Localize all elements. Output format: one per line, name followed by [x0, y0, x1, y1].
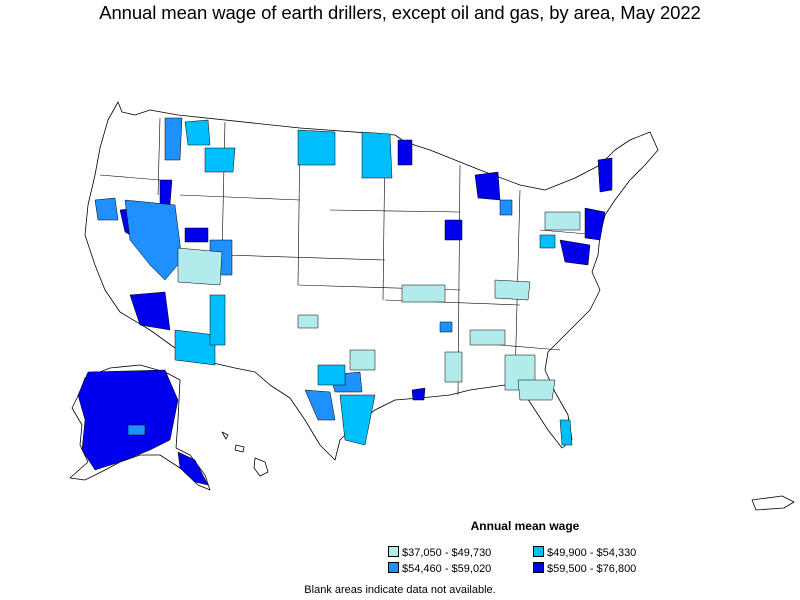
region-west-texas	[304, 389, 336, 421]
region-texas-coast	[339, 394, 376, 446]
legend-label: $59,500 - $76,800	[547, 563, 637, 575]
region-montana-east	[204, 147, 236, 173]
region-nevada	[124, 199, 183, 281]
region-louisiana	[411, 387, 426, 401]
region-alaska-main	[77, 369, 179, 471]
region-texas-central	[317, 364, 346, 386]
region-arizona	[129, 291, 171, 331]
legend-item-tier-1: $37,050 - $49,730	[388, 546, 491, 559]
legend-item-tier-4: $59,500 - $76,800	[533, 562, 636, 575]
region-florida-north	[517, 379, 556, 401]
legend-label: $37,050 - $49,730	[402, 547, 492, 559]
region-florida	[559, 419, 573, 446]
region-colorado	[184, 227, 209, 243]
region-idaho	[159, 179, 173, 206]
region-new-england	[597, 157, 613, 193]
region-michigan	[474, 171, 501, 201]
puerto-rico-outline	[751, 495, 795, 511]
region-tennessee	[439, 321, 453, 333]
region-california-north	[94, 197, 119, 221]
region-north-dakota	[297, 129, 336, 166]
alaska-outline	[69, 364, 211, 491]
region-northeast	[584, 207, 606, 241]
region-oklahoma	[297, 314, 319, 329]
region-alaska-panhandle	[177, 451, 209, 486]
legend-item-tier-2: $49,900 - $54,330	[533, 546, 636, 559]
legend-swatch	[533, 562, 544, 573]
region-oregon	[164, 117, 183, 161]
region-new-mexico	[174, 329, 216, 366]
region-kentucky	[494, 279, 531, 301]
region-tennessee-east	[469, 329, 506, 346]
region-montana	[397, 139, 413, 166]
region-utah-west	[177, 247, 223, 286]
region-minnesota	[361, 131, 393, 179]
region-alaska-south	[127, 424, 146, 436]
region-northeast-2	[539, 234, 556, 249]
legend-swatch	[388, 562, 399, 573]
footnote: Blank areas indicate data not available.	[304, 584, 496, 596]
legend-label: $49,900 - $54,330	[547, 547, 637, 559]
region-ohio	[499, 199, 513, 216]
legend-label: $54,460 - $59,020	[402, 563, 492, 575]
legend-title: Annual mean wage	[470, 519, 580, 533]
region-texas-east	[349, 349, 376, 371]
wage-tier-2-areas	[174, 119, 573, 446]
region-kansas	[401, 284, 446, 303]
region-pennsylvania	[544, 211, 581, 231]
legend-swatch	[388, 546, 399, 557]
wage-tier-1-areas	[177, 211, 581, 401]
region-washington	[184, 119, 211, 146]
region-mid-atlantic	[559, 239, 591, 266]
region-mississippi	[444, 351, 463, 383]
wage-tier-4-areas	[77, 139, 613, 486]
legend-item-tier-3: $54,460 - $59,020	[388, 562, 491, 575]
map-title: Annual mean wage of earth drillers, exce…	[99, 2, 701, 23]
region-arizona-south	[209, 294, 226, 346]
region-illinois	[444, 219, 463, 241]
legend-swatch	[533, 546, 544, 557]
hawaii-outline	[221, 431, 269, 477]
